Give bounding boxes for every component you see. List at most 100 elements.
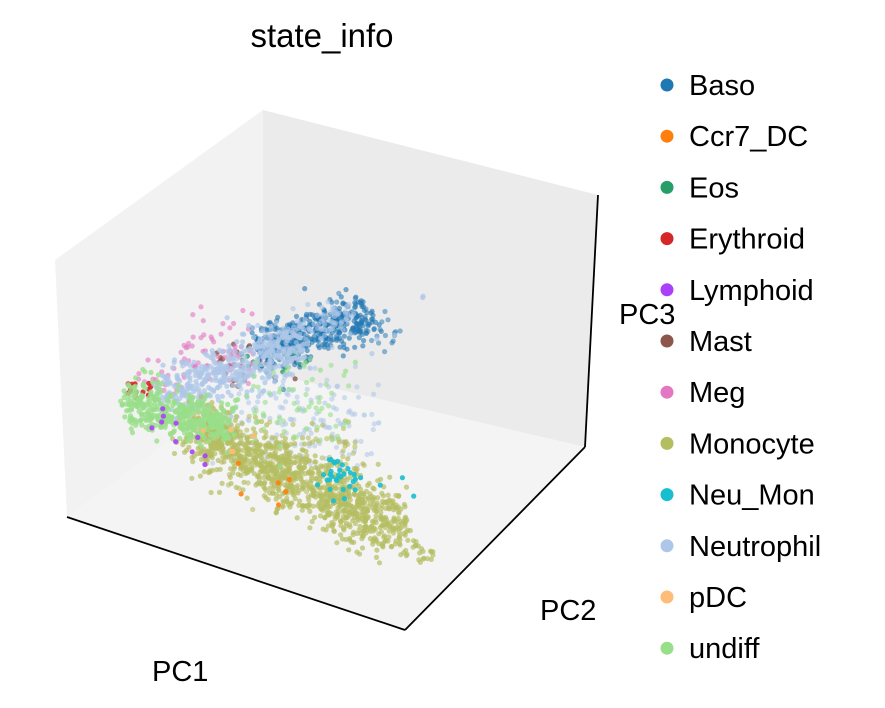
- point-neu_mon-3050: [399, 475, 405, 481]
- point-neutrophil-1264: [315, 321, 321, 327]
- point-undiff-2767: [155, 379, 161, 385]
- point-undiff-2906: [200, 420, 206, 426]
- point-neutrophil-1037: [183, 361, 189, 367]
- point-monocyte-2328: [380, 498, 386, 504]
- point-monocyte-2052: [222, 454, 228, 460]
- legend-marker-monocyte: [660, 436, 674, 450]
- point-baso-567: [373, 319, 379, 325]
- point-undiff-2948: [328, 362, 334, 368]
- point-neutrophil-112: [210, 460, 216, 466]
- point-neutrophil-1267: [284, 329, 291, 335]
- point-monocyte-2518: [268, 445, 274, 451]
- point-undiff-2692: [225, 401, 231, 407]
- point-monocyte-2075: [250, 426, 257, 432]
- point-undiff-2645: [121, 388, 127, 394]
- point-undiff-2953: [313, 405, 319, 411]
- point-baso-664: [352, 344, 358, 350]
- point-neutrophil-1245: [326, 317, 332, 324]
- point-meg-284: [136, 371, 142, 377]
- point-neutrophil-1272: [280, 335, 286, 341]
- point-monocyte-1901: [350, 532, 356, 538]
- point-undiff-2891: [199, 399, 205, 405]
- point-lymphoid-3034: [202, 461, 208, 468]
- point-monocyte-2352: [342, 500, 348, 506]
- point-monocyte-2337: [338, 478, 344, 484]
- point-monocyte-2397: [251, 446, 257, 452]
- point-monocyte-2341: [383, 514, 389, 521]
- point-neutrophil-40: [322, 400, 328, 406]
- point-undiff-2958: [326, 403, 332, 409]
- point-neutrophil-1113: [230, 358, 236, 364]
- point-neutrophil-1054: [194, 382, 200, 388]
- point-monocyte-2514: [273, 454, 279, 460]
- point-undiff-2876: [217, 417, 223, 423]
- point-neutrophil-130: [312, 365, 318, 371]
- legend-label-undiff: undiff: [689, 633, 760, 665]
- point-undiff-2663: [121, 394, 127, 401]
- point-neutrophil-3056: [369, 351, 375, 357]
- point-monocyte-2294: [367, 491, 373, 497]
- point-neutrophil-69: [304, 386, 310, 392]
- point-baso-735: [379, 319, 385, 325]
- point-neutrophil-59: [355, 394, 362, 400]
- legend-label-monocyte: Monocyte: [689, 428, 815, 460]
- point-undiff-2931: [147, 398, 153, 404]
- point-monocyte-2256: [325, 500, 331, 506]
- point-monocyte-1473: [265, 497, 271, 503]
- data-points: [118, 286, 436, 566]
- point-monocyte-2180: [347, 522, 353, 528]
- point-neutrophil-1134: [261, 367, 268, 373]
- point-lymphoid-3036: [173, 439, 179, 445]
- pc1-axis-label: PC1: [152, 656, 208, 688]
- point-monocyte-2014: [378, 509, 384, 516]
- point-neutrophil-1172: [166, 379, 172, 385]
- point-neutrophil-1292: [289, 327, 295, 333]
- point-monocyte-2063: [373, 508, 379, 514]
- point-neutrophil-1179: [311, 321, 317, 327]
- point-undiff-2893: [151, 406, 157, 412]
- point-monocyte-2333: [305, 505, 311, 511]
- point-monocyte-1571: [292, 454, 298, 460]
- point-monocyte-2452: [246, 413, 252, 419]
- point-neutrophil-1152: [290, 347, 296, 354]
- point-neutrophil-1248: [303, 336, 309, 342]
- point-baso-588: [337, 335, 343, 341]
- point-undiff-3065: [329, 437, 335, 443]
- point-undiff-2924: [136, 408, 142, 414]
- point-baso-741: [363, 306, 369, 312]
- point-baso-332: [361, 338, 367, 344]
- point-neutrophil-811: [192, 367, 198, 373]
- point-undiff-2957: [290, 386, 297, 393]
- point-neutrophil-1157: [199, 382, 205, 388]
- point-neutrophil-1199: [273, 320, 279, 326]
- point-neutrophil-1180: [257, 336, 263, 342]
- point-undiff-2952: [261, 426, 267, 432]
- point-monocyte-2132: [220, 449, 226, 455]
- point-monocyte-2161: [201, 469, 207, 475]
- point-monocyte-2057: [375, 461, 381, 467]
- point-undiff-2974: [286, 386, 292, 392]
- point-undiff-2691: [125, 382, 131, 388]
- point-undiff-2998: [285, 364, 291, 370]
- point-monocyte-2168: [286, 467, 293, 473]
- point-monocyte-1841: [272, 449, 279, 455]
- point-monocyte-2131: [379, 502, 385, 508]
- point-neutrophil-777: [226, 343, 232, 349]
- point-undiff-2860: [122, 414, 128, 420]
- point-monocyte-2017: [345, 456, 351, 462]
- point-neutrophil-1247: [339, 319, 345, 325]
- point-monocyte-2375: [273, 492, 279, 498]
- point-monocyte-2162: [305, 494, 311, 500]
- point-meg-253: [222, 354, 228, 360]
- point-neutrophil-1213: [344, 304, 350, 310]
- legend-label-neutrophil: Neutrophil: [689, 531, 821, 563]
- point-meg-252: [190, 312, 196, 318]
- point-neutrophil-1165: [225, 348, 231, 354]
- point-neutrophil-1148: [203, 366, 209, 372]
- point-neutrophil-982: [265, 372, 271, 378]
- point-neutrophil-1294: [268, 326, 274, 332]
- point-monocyte-2327: [290, 470, 296, 476]
- point-monocyte-2489: [245, 480, 251, 486]
- point-monocyte-1860: [280, 498, 286, 504]
- point-neutrophil-97: [369, 411, 375, 417]
